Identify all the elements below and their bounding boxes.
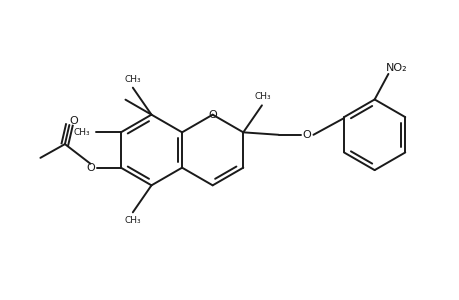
Text: CH₃: CH₃ [124,75,141,84]
Text: O: O [69,116,78,126]
Text: CH₃: CH₃ [253,92,270,101]
Text: CH₃: CH₃ [124,216,141,225]
Text: O: O [302,130,311,140]
Text: O: O [86,163,95,173]
Text: O: O [208,110,217,120]
Text: CH₃: CH₃ [73,128,90,137]
Text: NO₂: NO₂ [385,63,407,73]
